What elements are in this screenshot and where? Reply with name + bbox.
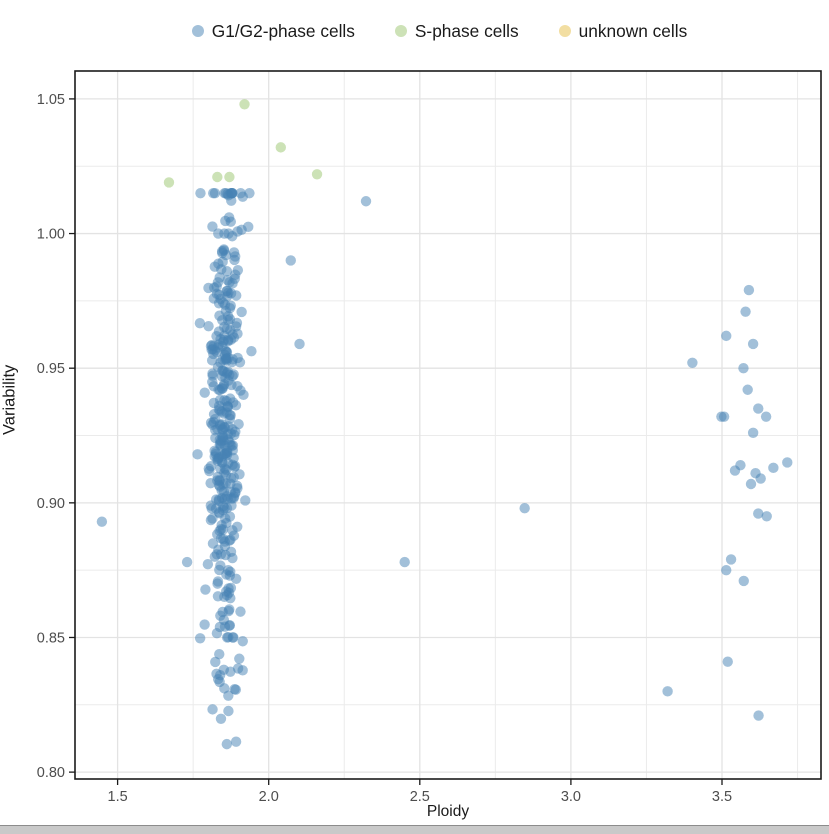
svg-text:0.95: 0.95 bbox=[37, 361, 65, 377]
svg-text:0.85: 0.85 bbox=[37, 630, 65, 646]
svg-text:1.00: 1.00 bbox=[37, 227, 65, 243]
svg-text:1.05: 1.05 bbox=[37, 92, 65, 108]
svg-text:0.90: 0.90 bbox=[37, 496, 65, 512]
svg-text:0.80: 0.80 bbox=[37, 765, 65, 781]
